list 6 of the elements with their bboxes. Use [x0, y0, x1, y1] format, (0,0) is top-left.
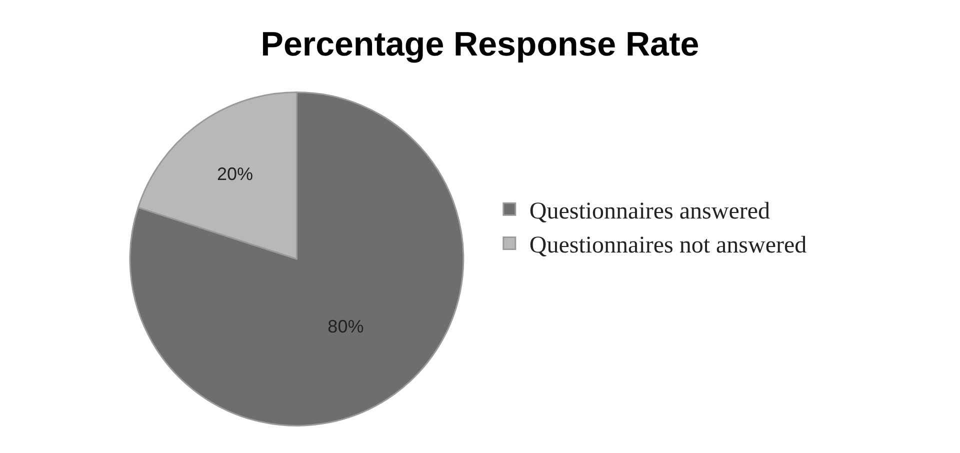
pie-slice [130, 92, 464, 426]
data-label: 80% [328, 316, 364, 336]
legend-label: Questionnaires not answered [529, 232, 807, 259]
chart-title: Percentage Response Rate [260, 26, 700, 64]
data-label: 20% [216, 164, 254, 184]
legend-label: Questionnaires answered [529, 198, 770, 224]
